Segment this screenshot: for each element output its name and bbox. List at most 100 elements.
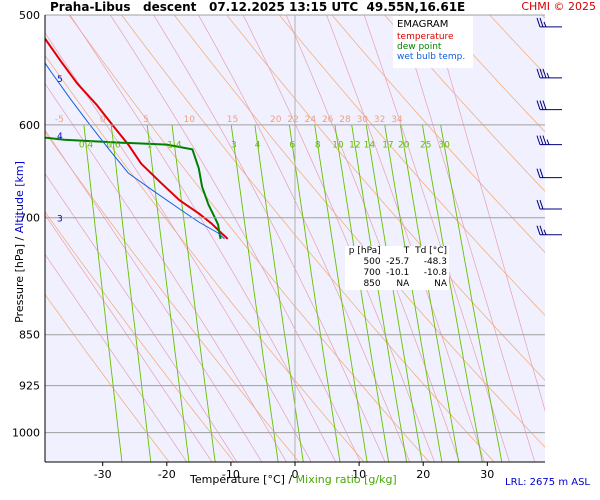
pressure-tick-label: 1000 xyxy=(12,427,40,440)
wind-barb-flag xyxy=(536,225,541,235)
mixing-ratio-label: 3 xyxy=(231,141,237,151)
table-cell: 850 xyxy=(363,279,381,289)
isotherm-label: 28 xyxy=(339,115,351,125)
table-cell: 700 xyxy=(363,268,381,278)
brand-label: CHMI © 2025 xyxy=(521,0,596,13)
temperature-axis-label: Temperature [°C] xyxy=(190,473,285,486)
wind-barb xyxy=(536,168,562,179)
mixing-ratio-label: 1 xyxy=(147,141,153,151)
temp-tick-label: 30 xyxy=(480,468,494,481)
y-axis-label: Pressure [hPa] / Altitude [km] xyxy=(13,142,27,342)
mixing-ratio-line xyxy=(421,124,483,462)
mixing-ratio-line xyxy=(384,124,443,462)
mixing-ratio-line xyxy=(351,124,408,462)
mixing-ratio-label: 12 xyxy=(349,141,360,151)
mixing-ratio-line xyxy=(334,124,390,462)
wind-barb-flag xyxy=(539,225,544,235)
isotherm-label: 0 xyxy=(100,115,106,125)
series-line xyxy=(45,62,225,240)
table-row: 850 NA NA xyxy=(345,279,449,290)
table-cell: NA xyxy=(434,279,447,289)
wind-barb-flag xyxy=(539,168,544,178)
chart-header: Praha-Libus descent 07.12.2025 13:15 UTC… xyxy=(50,0,465,14)
moist-adiabat-line xyxy=(45,82,287,462)
mixing-ratio-line xyxy=(440,124,503,462)
isotherm-label: -5 xyxy=(55,115,64,125)
mixing-ratio-label: 14 xyxy=(364,141,376,151)
dry-adiabat-line xyxy=(331,15,545,253)
altitude-tick-label: 3 xyxy=(57,215,63,225)
table-row: 700 -10.1 -10.8 xyxy=(345,268,449,279)
series-line xyxy=(45,136,222,240)
temp-tick-label: 0 xyxy=(292,468,299,481)
pressure-tick-label: 500 xyxy=(19,9,40,22)
table-header: T xyxy=(403,246,410,256)
moist-adiabat-line xyxy=(153,15,386,462)
dry-adiabat-line xyxy=(45,211,235,462)
table-header: Td [°C] xyxy=(415,246,447,256)
mixing-ratio-label: 17 xyxy=(382,141,393,151)
table-cell: -10.8 xyxy=(423,268,447,278)
mixing-ratio-label: 0.6 xyxy=(106,141,121,151)
temp-tick-label: 10 xyxy=(352,468,366,481)
isotherm-label: 5 xyxy=(143,115,149,125)
mixing-ratio-label: 8 xyxy=(315,141,321,151)
dry-adiabat-line xyxy=(45,131,300,462)
wind-barb-flag xyxy=(539,17,544,28)
mixing-ratio-line xyxy=(230,124,279,462)
moist-adiabat-line xyxy=(45,32,312,462)
mixing-ratio-label: 0.4 xyxy=(79,141,94,151)
mixing-ratio-line xyxy=(365,124,423,462)
moist-adiabat-line xyxy=(431,15,545,412)
wind-barb-flag xyxy=(536,17,541,28)
pressure-tick-label: 700 xyxy=(19,212,40,225)
table-header-row: p [hPa] T Td [°C] xyxy=(345,246,449,257)
table-row: 500 -25.7 -48.3 xyxy=(345,257,449,268)
legend: EMAGRAM temperature dew point wet bulb t… xyxy=(393,16,473,68)
mixing-ratio-label: 20 xyxy=(398,141,410,151)
wind-barb-flag xyxy=(536,168,541,178)
isotherm-label: 20 xyxy=(270,115,282,125)
wind-barb xyxy=(536,225,562,236)
temp-tick-label: -20 xyxy=(158,468,176,481)
moist-adiabat-line xyxy=(198,15,411,462)
legend-title: EMAGRAM xyxy=(397,19,449,30)
mixing-ratio-line xyxy=(110,124,152,462)
wind-barb-flag xyxy=(542,135,547,145)
pressure-tick-label: 600 xyxy=(19,119,40,132)
legend-temperature: temperature xyxy=(397,32,454,42)
mixing-ratio-line xyxy=(83,124,123,462)
wind-barb-flag xyxy=(536,199,541,210)
altitude-tick-label: 4 xyxy=(57,132,63,142)
wind-barb xyxy=(536,100,562,111)
sounding-datetime: 07.12.2025 13:15 UTC xyxy=(208,0,359,14)
mixing-ratio-label: 1.4 xyxy=(167,141,182,151)
sounding-mode: descent xyxy=(143,0,197,14)
altitude-axis-label: Altitude [km] xyxy=(13,161,26,234)
mixing-ratio-line xyxy=(254,124,304,462)
wind-barb-flag xyxy=(539,68,544,79)
dry-adiabat-line xyxy=(436,15,545,133)
wind-barb-flag xyxy=(539,199,544,210)
wind-barb xyxy=(536,68,562,79)
mixing-ratio-label: 25 xyxy=(420,141,431,151)
legend-dewpoint: dew point xyxy=(397,42,442,52)
isotherm-label: 32 xyxy=(374,115,385,125)
moist-adiabat-line xyxy=(45,172,238,462)
mixing-ratio-line xyxy=(146,124,190,462)
wind-barb-flag xyxy=(539,135,544,145)
altitude-tick-label: 5 xyxy=(57,75,63,85)
y-axis-separator: / xyxy=(13,236,26,241)
dry-adiabat-line xyxy=(45,293,170,462)
wind-barb-flag xyxy=(542,68,547,79)
isotherm-label: 24 xyxy=(305,115,317,125)
moist-adiabat-line xyxy=(110,15,361,462)
table-cell: 500 xyxy=(363,257,381,267)
mixing-ratio-label: 10 xyxy=(332,141,344,151)
temp-tick-label: 20 xyxy=(416,468,430,481)
moist-adiabat-line xyxy=(45,214,213,462)
table-cell: NA xyxy=(396,279,410,289)
plot-area xyxy=(45,15,545,462)
moist-adiabat-line xyxy=(45,129,262,462)
